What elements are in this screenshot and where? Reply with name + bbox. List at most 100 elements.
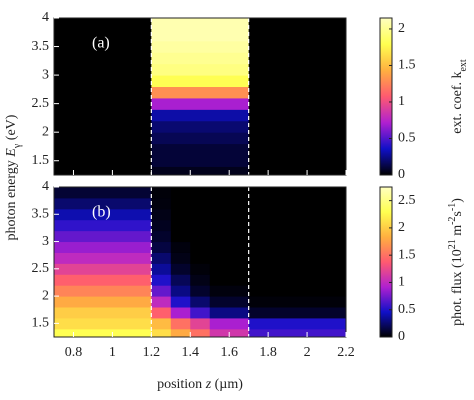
colorbar-tick-label: 2 [398,220,405,235]
heatmap-cell [151,29,250,42]
heatmap-cell [54,219,152,232]
y-axis-label-part: (eV) [4,114,19,143]
heatmap-cell [151,263,172,275]
heatmap-cell [151,219,172,232]
heatmap-cell [151,132,250,145]
x-tick-label: 2 [304,345,311,360]
heatmap-cell [248,307,347,319]
heatmap-cell [170,197,191,210]
heatmap-cell [54,328,152,338]
y-axis-label-part: photon energy [4,157,19,241]
heatmap-cell [151,241,172,253]
heatmap-cell [248,317,347,330]
colorbar-label-part: m [450,225,465,240]
y-tick-label: 1.5 [32,316,50,331]
heatmap-cell [190,263,211,275]
heatmap-cell [248,328,347,338]
heatmap-cell [151,317,172,330]
colorbar-label-part: -1 [447,203,458,211]
heatmap-cell [151,296,172,308]
colorbar-tick-label: 0 [398,329,405,344]
heatmap-cell [248,296,347,308]
heatmap-cell [170,274,191,286]
y-tick-label: 3 [42,67,49,82]
heatmap-cell [190,274,211,286]
colorbar-tick-label: 2 [398,21,405,36]
heatmap-cell [248,109,347,122]
x-axis-label-part: position [157,377,206,392]
heatmap-cell [248,132,347,145]
heatmap-cell [151,208,172,221]
heatmap-cell [248,143,347,156]
heatmap-cell [248,75,347,88]
heatmap-cell [170,317,191,330]
plot-frame [53,186,347,338]
heatmap-cell [54,296,152,308]
heatmap-cell [151,86,250,99]
heatmap-cell [151,97,250,110]
heatmap-cell [209,208,250,221]
heatmap-cell [248,18,347,30]
heatmap-cell [248,219,347,232]
heatmap-cell [190,307,211,319]
y-tick-label: 2 [42,124,49,139]
heatmap-cell [54,109,152,122]
colorbar-tick-label: 1.5 [398,58,416,73]
y-axis-label-part: E [4,148,19,158]
heatmap-cell [54,307,152,319]
x-tick-label: 1 [109,345,116,360]
x-axis-label-part: z [205,377,212,392]
heatmap-cell [209,219,250,232]
heatmap-cell [248,120,347,133]
heatmap-cell [151,197,172,210]
y-tick-label: 1.5 [32,153,50,168]
heatmap-cell [190,187,211,199]
colorbar [379,17,393,176]
heatmap-cell [209,230,250,243]
heatmap-cell [170,285,191,297]
heatmap-cell [170,230,191,243]
heatmap-cell [170,219,191,232]
heatmap-cell [54,241,152,253]
panel-label: (a) [92,35,110,52]
colorbar-tick-label: 0.5 [398,131,416,146]
heatmap-cell [54,252,152,264]
heatmap-cell [151,75,250,88]
heatmap-cell [151,274,172,286]
heatmap-cell [54,197,152,210]
heatmap-cell [209,252,250,264]
y-tick-label: 4 [42,179,49,194]
heatmap-cell [248,208,347,221]
heatmap-cell [209,285,250,297]
panel-label: (b) [92,204,111,221]
x-tick-label: 1.8 [259,345,277,360]
heatmap-cell [54,86,152,99]
colorbar-label-part: phot. flux (10 [450,249,465,326]
plot-frame [53,17,347,176]
heatmap-cell [248,285,347,297]
colorbar-tick-label: 2.5 [398,193,416,208]
y-tick-label: 2 [42,288,49,303]
heatmap-cell [209,263,250,275]
x-tick-label: 1.4 [182,345,200,360]
colorbar-label: phot. flux (1021 m-2s-1) [447,198,465,326]
heatmap-cell [54,208,152,221]
heatmap-cell [54,166,152,176]
heatmap-cell [248,197,347,210]
heatmap-cell [190,241,211,253]
heatmap-cell [248,155,347,167]
heatmap-cell [54,63,152,76]
heatmap-cell [170,208,191,221]
heatmap-cell [190,208,211,221]
heatmap-cell [54,143,152,156]
heatmap-cell [170,296,191,308]
heatmap-cell [248,230,347,243]
heatmap-cell [190,219,211,232]
heatmap-cell [54,29,152,42]
heatmap-cell [54,263,152,275]
heatmap-cell [54,120,152,133]
colorbar-label-part: 21 [447,239,458,249]
y-tick-label: 3.5 [32,39,50,54]
heatmap-cell [151,143,250,156]
heatmap-cell [209,187,250,199]
